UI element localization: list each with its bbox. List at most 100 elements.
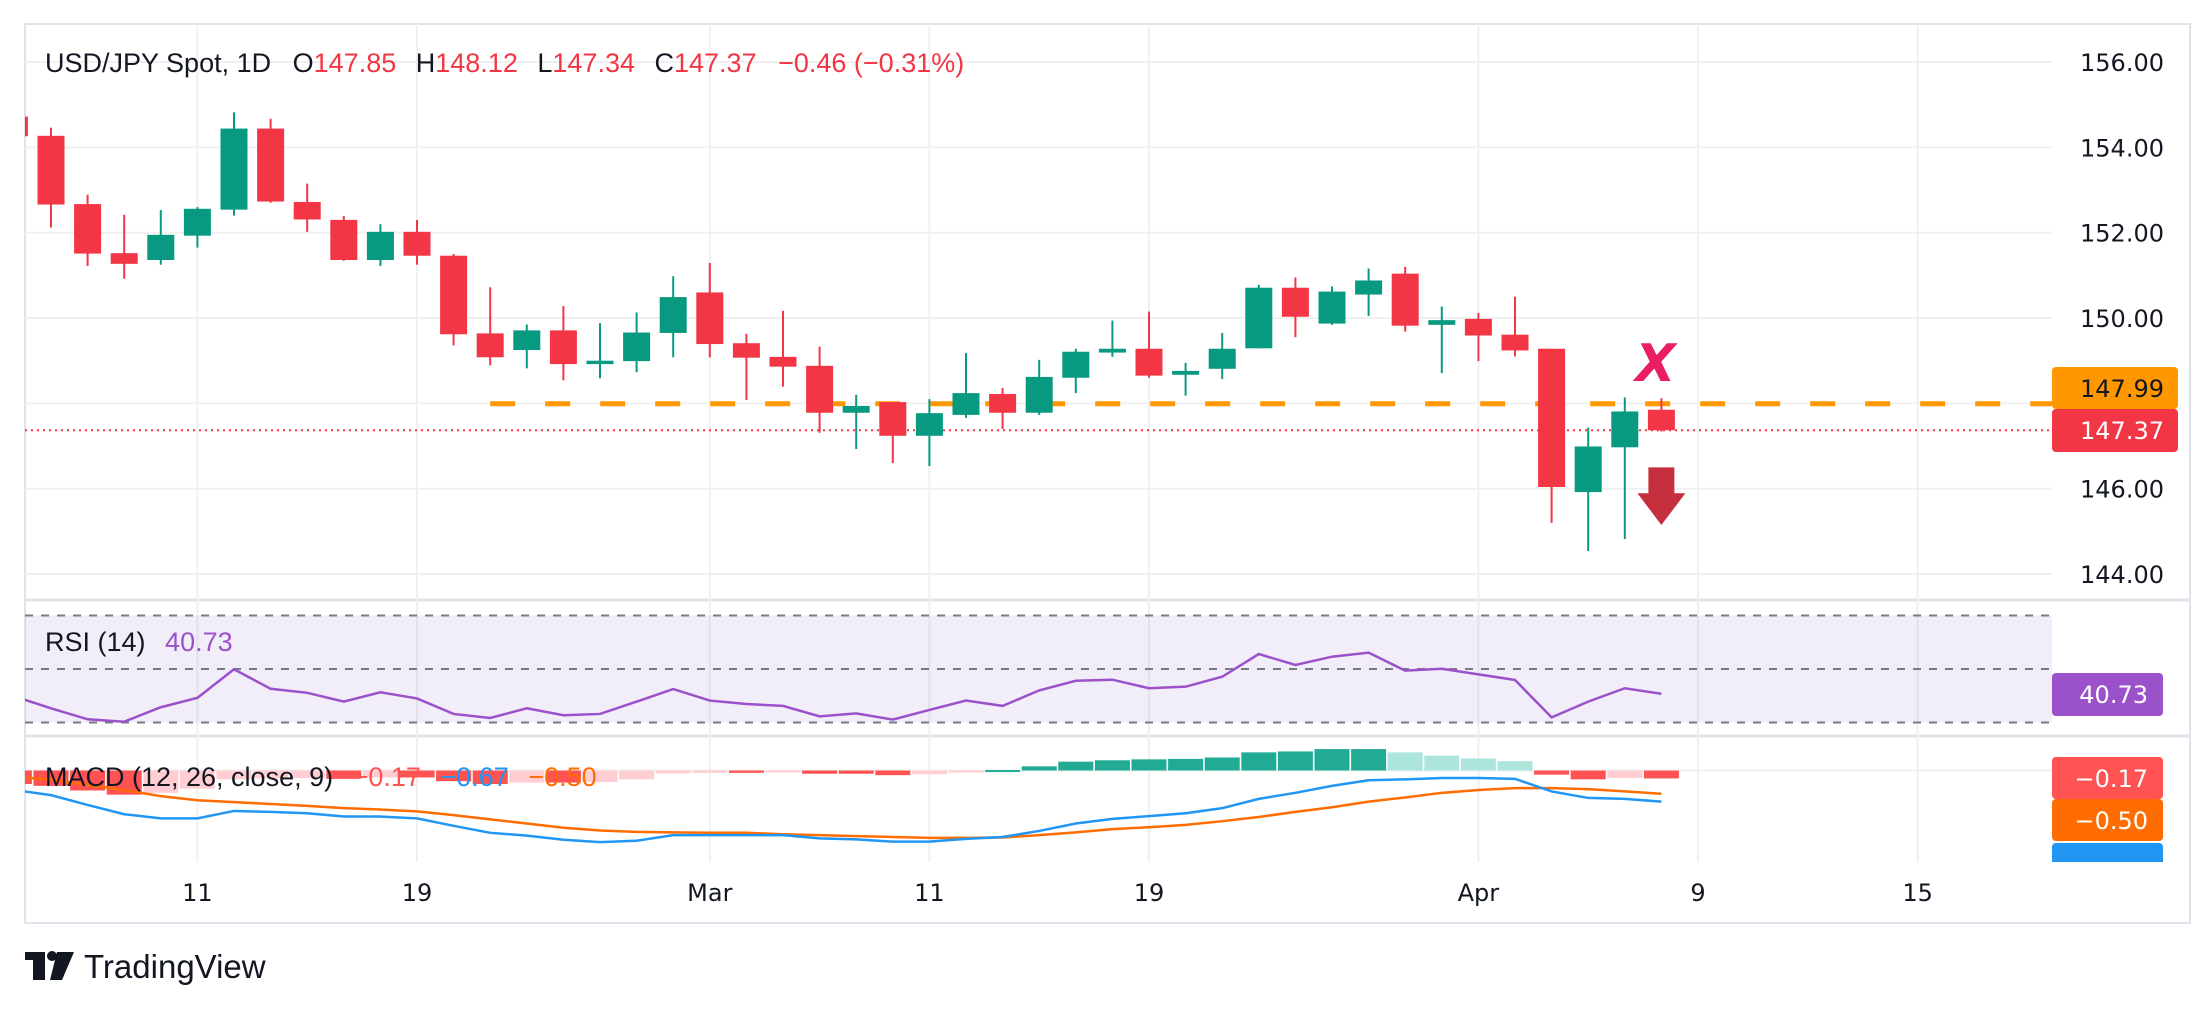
candle-body [293,201,321,220]
time-tick-label: 11 [182,879,213,907]
candle [1135,311,1163,378]
price-tick-label: 154.00 [2080,134,2164,162]
macd-histogram-bar [216,770,252,780]
macd-histogram-bar [655,770,691,774]
candle [1062,348,1090,394]
tradingview-logo[interactable]: TradingView [25,948,266,985]
macd-histogram-bar [1534,770,1570,775]
candle-body [1281,287,1309,317]
candle [220,112,248,216]
time-tick-label: Apr [1458,879,1500,907]
candle [1208,332,1236,380]
macd-histogram-bar [436,770,472,782]
macd-histogram-bar [1460,758,1496,771]
macd-line-tag [2052,843,2163,862]
candle [110,214,138,279]
candle-body [440,255,468,335]
candle [476,287,504,366]
macd-histogram-bar [1424,755,1460,771]
tradingview-logo-icon [25,951,74,980]
candle [696,262,724,358]
candle [1318,286,1346,325]
macd-histogram-bar [619,770,655,780]
price-tick-label: 144.00 [2080,561,2164,589]
candle-body [1391,273,1419,326]
candle-body [1574,446,1602,493]
candle [1538,348,1566,523]
open-label: O [293,48,314,78]
chart-frame [24,23,2191,924]
candle-body [330,219,358,260]
macd-histogram-bar [326,770,362,779]
macd-histogram-bar [1497,761,1533,771]
candle-body [110,253,138,264]
candle [1501,296,1529,357]
candle-body [1355,280,1383,295]
candle [257,118,285,203]
time-tick-label: 19 [1134,879,1165,907]
candle-body [1135,348,1163,376]
macd-histogram-bar [253,770,289,779]
change-value: −0.46 (−0.31%) [778,48,964,78]
macd-histogram-bar [1277,751,1313,771]
candle-body [476,333,504,358]
rsi-pane [25,614,2052,724]
time-tick-label: Mar [687,879,732,907]
macd-histogram-bar [728,770,764,773]
macd-histogram-bar [911,770,947,775]
candle [952,353,980,418]
candle [1574,427,1602,551]
candle-body [623,332,651,362]
macd-histogram-bar [1643,770,1679,779]
macd-histogram-bar [1570,770,1606,780]
candle-body [513,330,541,351]
macd-signal-value: −0.50 [528,762,596,792]
candle-body [37,135,65,205]
candle [74,194,102,266]
rsi-title: RSI (14) [45,627,146,657]
macd-histogram-bar [1607,770,1643,778]
macd-histogram-bar [545,770,581,783]
candle-body [1464,318,1492,336]
price-tick-label: 156.00 [2080,49,2164,77]
price-axis[interactable]: 156.00 154.00 152.00 150.00 146.00 144.00 [2080,49,2164,589]
candle-body [1025,376,1053,413]
candle [1025,359,1053,415]
time-axis[interactable]: 11 19 Mar 11 19 Apr 9 15 [182,879,1933,907]
last-price-label: 147.37 [2080,417,2164,445]
candle-body [549,330,577,365]
candle-body [1062,351,1090,378]
candle [293,183,321,232]
candle [1355,268,1383,316]
macd-histogram-bar [692,770,728,773]
candle [147,210,175,265]
rsi-tag-label: 40.73 [2079,681,2148,709]
candle-body [989,393,1017,413]
last-price-tag: 147.37 [2052,409,2178,452]
macd-histogram-bar [1131,759,1167,771]
candle [403,219,431,265]
candle [440,254,468,346]
price-tick-label: 150.00 [2080,305,2164,333]
macd-pane [25,749,2052,844]
candle-body [769,356,797,367]
macd-histogram-bar [1387,752,1423,771]
time-tick-label: 15 [1902,879,1933,907]
macd-signal-tag: −0.50 [2052,799,2163,841]
price-tick-label: 152.00 [2080,220,2164,248]
rsi-line [25,651,1662,723]
candle-body [1208,348,1236,369]
macd-histogram-bar [838,770,874,774]
resistance-price-label: 147.99 [2080,375,2164,403]
candle [183,207,211,248]
macd-histogram-bar [179,770,215,789]
candle-body [220,128,248,210]
high-label: H [416,48,436,78]
candle-body [696,292,724,345]
candle-body [1098,348,1126,353]
resistance-price-tag: 147.99 [2052,367,2178,409]
candle-body [1647,409,1675,431]
close-value: 147.37 [674,48,757,78]
macd-histogram-bar [582,770,618,783]
